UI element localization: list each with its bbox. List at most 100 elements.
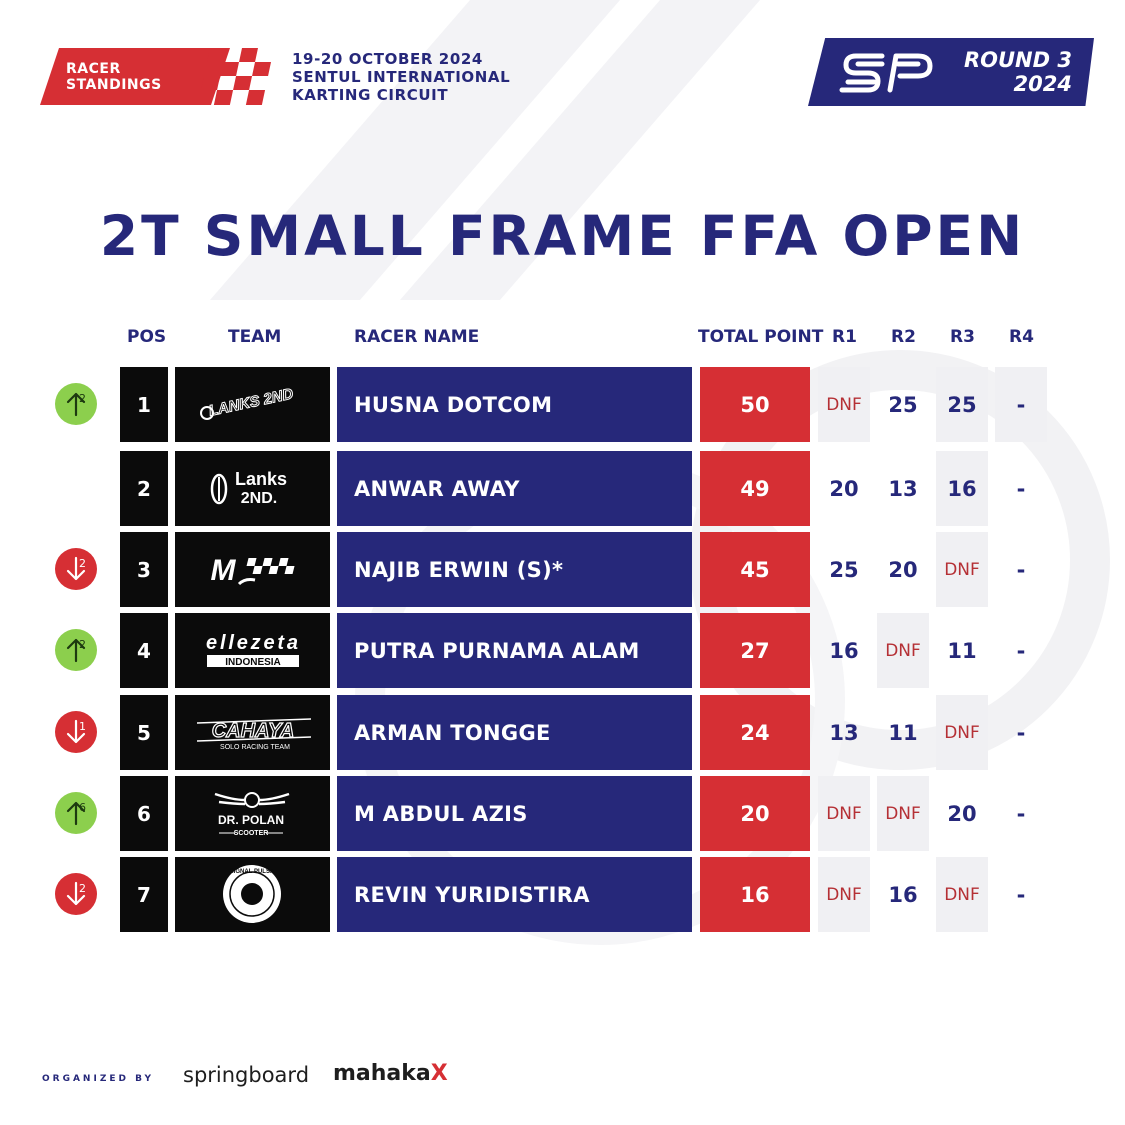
racer-name: REVIN YURIDISTIRA: [337, 857, 692, 932]
mahaka-x: X: [430, 1061, 448, 1086]
round-4-points: -: [1016, 720, 1026, 745]
svg-text:M: M: [211, 554, 237, 587]
mahaka-text: mahaka: [333, 1061, 431, 1086]
round-4-points: -: [1016, 882, 1026, 907]
position-cell: 4: [120, 613, 168, 688]
svg-text:SOLO RACING TEAM: SOLO RACING TEAM: [220, 744, 290, 751]
round-2-points: 25: [888, 392, 918, 417]
team-logo-signal-pulsa: SIGNAL PULSA: [175, 857, 330, 932]
total-point: 24: [700, 695, 810, 770]
col-r3: R3: [950, 327, 975, 347]
badge-line-2: STANDINGS: [66, 77, 162, 93]
round-3-points: DNF: [936, 532, 988, 607]
round-4-points: -: [1016, 801, 1026, 826]
round-3-points: 16: [936, 451, 988, 526]
round-1-points: 13: [829, 720, 859, 745]
position-change: 2: [79, 557, 86, 570]
svg-text:Lanks: Lanks: [235, 469, 287, 489]
position-change: 2: [79, 392, 86, 405]
round-1-points: DNF: [818, 776, 870, 851]
position-change: 1: [79, 720, 86, 733]
position-cell: 1: [120, 367, 168, 442]
round-1-points: DNF: [818, 857, 870, 932]
round-4-points: -: [1016, 476, 1026, 501]
position-down-arrow-icon: 1: [55, 711, 97, 753]
round-4-points: -: [995, 367, 1047, 442]
racer-standings-badge: [40, 48, 230, 105]
table-row: 2 1 LANKS 2ND HUSNA DOTCOM 50 DNF 25 25-: [0, 367, 1125, 442]
total-point: 50: [700, 367, 810, 442]
position-down-arrow-icon: 2: [55, 873, 97, 915]
col-team: TEAM: [228, 327, 282, 347]
col-pos: POS: [127, 327, 167, 347]
table-row: 2 7 SIGNAL PULSA REVIN YURIDISTIRA 16 DNF 16 DN…: [0, 857, 1125, 932]
round-1-points: 16: [829, 638, 859, 663]
total-point: 49: [700, 451, 810, 526]
racer-standings-label: RACER STANDINGS: [66, 61, 162, 93]
round-3-points: DNF: [936, 857, 988, 932]
position-change: 6: [79, 801, 86, 814]
position-cell: 5: [120, 695, 168, 770]
round-1-points: 25: [829, 557, 859, 582]
team-logo-lanks-2nd-script: LANKS 2ND: [175, 367, 330, 442]
round-3-points: 11: [947, 638, 977, 663]
position-up-arrow-icon: 2: [55, 629, 97, 671]
team-logo-ellezeta: ellezeta INDONESIA: [175, 613, 330, 688]
position-cell: 6: [120, 776, 168, 851]
racer-name: NAJIB ERWIN (S)*: [337, 532, 692, 607]
total-point: 45: [700, 532, 810, 607]
badge-line-1: RACER: [66, 61, 121, 77]
position-cell: 2: [120, 451, 168, 526]
position-cell: 3: [120, 532, 168, 607]
table-row: 2 4 ellezeta INDONESIA PUTRA PURNAMA ALAM 27 1…: [0, 613, 1125, 688]
round-2-points: 13: [888, 476, 918, 501]
venue-line-2: KARTING CIRCUIT: [292, 86, 449, 104]
col-racer-name: RACER NAME: [354, 327, 480, 347]
round-number: ROUND 3: [963, 48, 1072, 72]
table-row: 2 Lanks 2ND. ANWAR AWAY 49 20 13 16-: [0, 451, 1125, 526]
svg-text:DR. POLAN: DR. POLAN: [218, 813, 284, 827]
round-3-points: 25: [936, 367, 988, 442]
team-logo-dr-polan: DR. POLAN SCOOTER: [175, 776, 330, 851]
racer-name: M ABDUL AZIS: [337, 776, 692, 851]
round-1-points: DNF: [818, 367, 870, 442]
svg-text:LANKS 2ND: LANKS 2ND: [207, 385, 295, 420]
col-r1: R1: [832, 327, 857, 347]
checkered-flag-icon: [201, 48, 272, 105]
racer-name: ARMAN TONGGE: [337, 695, 692, 770]
col-r4: R4: [1009, 327, 1034, 347]
round-2-points: DNF: [877, 776, 929, 851]
table-row: 6 6 DR. POLAN SCOOTER M ABDUL AZIS 20 DNF DNF 20…: [0, 776, 1125, 851]
svg-text:ellezeta: ellezeta: [206, 632, 298, 654]
position-up-arrow-icon: 6: [55, 792, 97, 834]
position-up-arrow-icon: 2: [55, 383, 97, 425]
round-label: ROUND 3 2024: [944, 48, 1072, 96]
racer-name: PUTRA PURNAMA ALAM: [337, 613, 692, 688]
event-info: 19-20 OCTOBER 2024 SENTUL INTERNATIONAL …: [292, 50, 510, 104]
svg-text:SCOOTER: SCOOTER: [234, 830, 269, 837]
round-2-points: 20: [888, 557, 918, 582]
position-cell: 7: [120, 857, 168, 932]
col-r2: R2: [891, 327, 916, 347]
springboard-logo: springboard: [183, 1063, 310, 1087]
round-2-points: DNF: [877, 613, 929, 688]
venue-line-1: SENTUL INTERNATIONAL: [292, 68, 511, 86]
round-3-points: 20: [947, 801, 977, 826]
total-point: 16: [700, 857, 810, 932]
round-year: 2024: [1013, 72, 1072, 96]
sp-logo-icon: [839, 53, 933, 93]
svg-text:SIGNAL PULSA: SIGNAL PULSA: [230, 869, 275, 875]
round-4-points: -: [1016, 638, 1026, 663]
total-point: 27: [700, 613, 810, 688]
col-total-point: TOTAL POINT: [698, 327, 824, 347]
round-2-points: 16: [888, 882, 918, 907]
table-row: 1 5 CAHAYA SOLO RACING TEAM ARMAN TONGGE 24 13…: [0, 695, 1125, 770]
total-point: 20: [700, 776, 810, 851]
round-3-points: DNF: [936, 695, 988, 770]
racer-name: ANWAR AWAY: [337, 451, 692, 526]
round-1-points: 20: [829, 476, 859, 501]
round-2-points: 11: [888, 720, 918, 745]
mahakax-logo: mahakaX: [333, 1061, 448, 1086]
position-change: 2: [79, 882, 86, 895]
event-date: 19-20 OCTOBER 2024: [292, 50, 483, 68]
